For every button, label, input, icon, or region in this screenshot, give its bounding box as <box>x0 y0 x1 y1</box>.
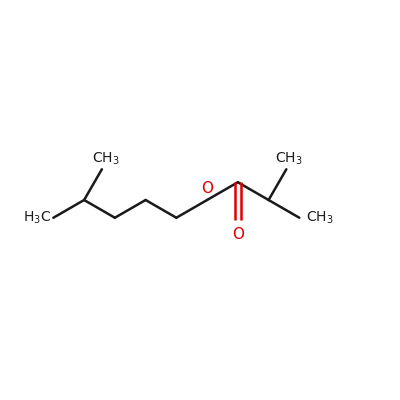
Text: O: O <box>232 227 244 242</box>
Text: CH$_3$: CH$_3$ <box>275 151 302 167</box>
Text: H$_3$C: H$_3$C <box>23 210 51 226</box>
Text: O: O <box>201 182 213 196</box>
Text: CH$_3$: CH$_3$ <box>306 210 334 226</box>
Text: CH$_3$: CH$_3$ <box>92 151 119 167</box>
